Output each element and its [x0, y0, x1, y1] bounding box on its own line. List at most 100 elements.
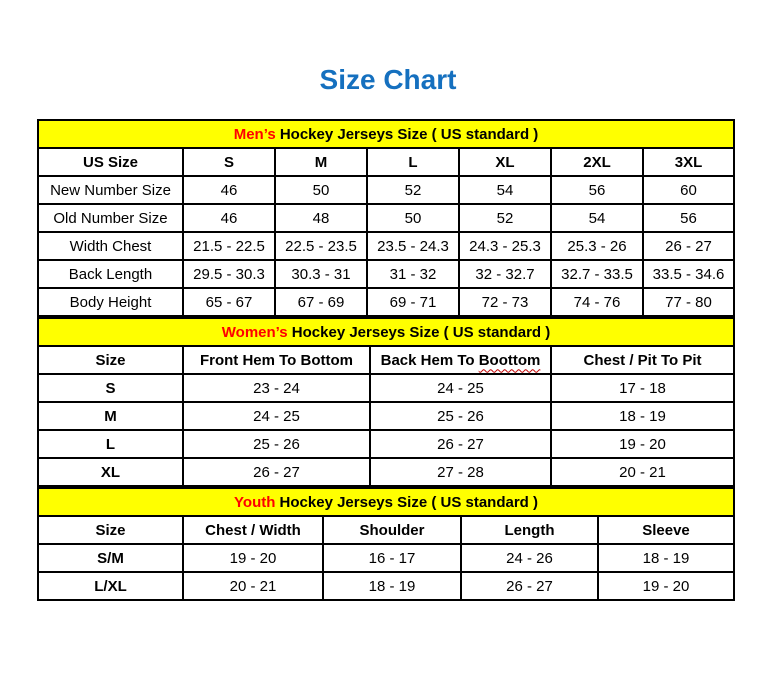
table-cell: 19 - 20 [182, 543, 324, 573]
row-label: New Number Size [37, 175, 184, 205]
table-cell: 25.3 - 26 [550, 231, 644, 261]
table-cell: 69 - 71 [366, 287, 460, 317]
table-row: L/XL 20 - 21 18 - 19 26 - 27 19 - 20 [37, 571, 736, 601]
column-header: Size [37, 345, 184, 375]
mens-band-text: Hockey Jerseys Size ( US standard ) [275, 125, 539, 143]
womens-band-text: Hockey Jerseys Size ( US standard ) [287, 323, 551, 341]
youth-band-text: Hockey Jerseys Size ( US standard ) [275, 493, 539, 511]
column-header: Chest / Width [182, 515, 324, 545]
column-header: S [182, 147, 276, 177]
youth-band-accent-text: Youth [234, 493, 276, 511]
table-row: L 25 - 26 26 - 27 19 - 20 [37, 429, 736, 459]
table-cell: 74 - 76 [550, 287, 644, 317]
table-cell: 20 - 21 [549, 457, 736, 487]
youth-band-row: Youth Hockey Jerseys Size ( US standard … [36, 487, 736, 517]
table-cell: 26 - 27 [460, 571, 599, 601]
mens-header-row: US Size S M L XL 2XL 3XL [37, 147, 736, 177]
mens-band-row: Men’s Hockey Jerseys Size ( US standard … [36, 119, 736, 149]
table-cell: 65 - 67 [182, 287, 276, 317]
column-header: Back Hem To Boottom [369, 345, 552, 375]
table-cell: 19 - 20 [549, 429, 736, 459]
table-cell: 77 - 80 [641, 287, 736, 317]
table-row: M 24 - 25 25 - 26 18 - 19 [37, 401, 736, 431]
table-row: S 23 - 24 24 - 25 17 - 18 [37, 373, 736, 403]
womens-band-row: Women’s Hockey Jerseys Size ( US standar… [36, 317, 736, 347]
table-row: New Number Size 46 50 52 54 56 60 [37, 175, 736, 205]
row-label: S [37, 373, 184, 403]
column-header: Chest / Pit To Pit [549, 345, 736, 375]
youth-header-row: Size Chest / Width Shoulder Length Sleev… [37, 515, 736, 545]
row-label: Body Height [37, 287, 184, 317]
table-cell: 18 - 19 [549, 401, 736, 431]
table-row: Body Height 65 - 67 67 - 69 69 - 71 72 -… [37, 287, 736, 317]
column-header: Length [460, 515, 599, 545]
table-row: Old Number Size 46 48 50 52 54 56 [37, 203, 736, 233]
table-cell: 23.5 - 24.3 [366, 231, 460, 261]
table-cell: 24 - 25 [182, 401, 371, 431]
row-label: S/M [37, 543, 184, 573]
table-row: Back Length 29.5 - 30.3 30.3 - 31 31 - 3… [37, 259, 736, 289]
table-cell: 48 [274, 203, 368, 233]
column-header: US Size [37, 147, 184, 177]
row-label: L [37, 429, 184, 459]
table-cell: 54 [458, 175, 552, 205]
column-header: 3XL [641, 147, 736, 177]
column-header: Shoulder [322, 515, 462, 545]
column-header: L [366, 147, 460, 177]
table-cell: 18 - 19 [322, 571, 462, 601]
table-cell: 50 [366, 203, 460, 233]
table-cell: 26 - 27 [369, 429, 552, 459]
table-cell: 26 - 27 [182, 457, 371, 487]
table-cell: 52 [458, 203, 552, 233]
table-cell: 27 - 28 [369, 457, 552, 487]
column-header: Size [37, 515, 184, 545]
column-header-text: Back Hem To [380, 351, 479, 369]
table-cell: 25 - 26 [369, 401, 552, 431]
womens-size-table: Women’s Hockey Jerseys Size ( US standar… [36, 317, 736, 487]
mens-band-accent-text: Men’s [233, 125, 276, 143]
table-cell: 29.5 - 30.3 [182, 259, 276, 289]
row-label: Width Chest [37, 231, 184, 261]
table-cell: 33.5 - 34.6 [641, 259, 736, 289]
womens-band-accent-text: Women’s [221, 323, 288, 341]
table-cell: 32.7 - 33.5 [550, 259, 644, 289]
column-header: M [274, 147, 368, 177]
column-header: 2XL [550, 147, 644, 177]
table-cell: 30.3 - 31 [274, 259, 368, 289]
column-header: Front Hem To Bottom [182, 345, 371, 375]
table-cell: 50 [274, 175, 368, 205]
page-title: Size Chart [319, 64, 457, 95]
table-cell: 20 - 21 [182, 571, 324, 601]
table-cell: 24.3 - 25.3 [458, 231, 552, 261]
table-cell: 24 - 25 [369, 373, 552, 403]
table-cell: 22.5 - 23.5 [274, 231, 368, 261]
table-cell: 26 - 27 [641, 231, 736, 261]
mens-size-table: Men’s Hockey Jerseys Size ( US standard … [36, 119, 736, 317]
table-cell: 56 [550, 175, 644, 205]
row-label: M [37, 401, 184, 431]
table-cell: 60 [641, 175, 736, 205]
row-label: L/XL [37, 571, 184, 601]
row-label: XL [37, 457, 184, 487]
table-cell: 31 - 32 [366, 259, 460, 289]
table-row: Width Chest 21.5 - 22.5 22.5 - 23.5 23.5… [37, 231, 736, 261]
table-cell: 18 - 19 [596, 543, 736, 573]
table-cell: 19 - 20 [596, 571, 736, 601]
row-label: Back Length [37, 259, 184, 289]
table-cell: 52 [366, 175, 460, 205]
table-cell: 72 - 73 [458, 287, 552, 317]
table-cell: 67 - 69 [274, 287, 368, 317]
row-label: Old Number Size [37, 203, 184, 233]
column-header: XL [458, 147, 552, 177]
column-header: Sleeve [596, 515, 736, 545]
womens-band-title: Women’s Hockey Jerseys Size ( US standar… [36, 317, 736, 347]
table-cell: 32 - 32.7 [458, 259, 552, 289]
table-cell: 25 - 26 [182, 429, 371, 459]
youth-band-title: Youth Hockey Jerseys Size ( US standard … [36, 487, 736, 517]
table-row: S/M 19 - 20 16 - 17 24 - 26 18 - 19 [37, 543, 736, 573]
table-row: XL 26 - 27 27 - 28 20 - 21 [37, 457, 736, 487]
table-cell: 46 [182, 203, 276, 233]
table-cell: 56 [641, 203, 736, 233]
table-cell: 17 - 18 [549, 373, 736, 403]
